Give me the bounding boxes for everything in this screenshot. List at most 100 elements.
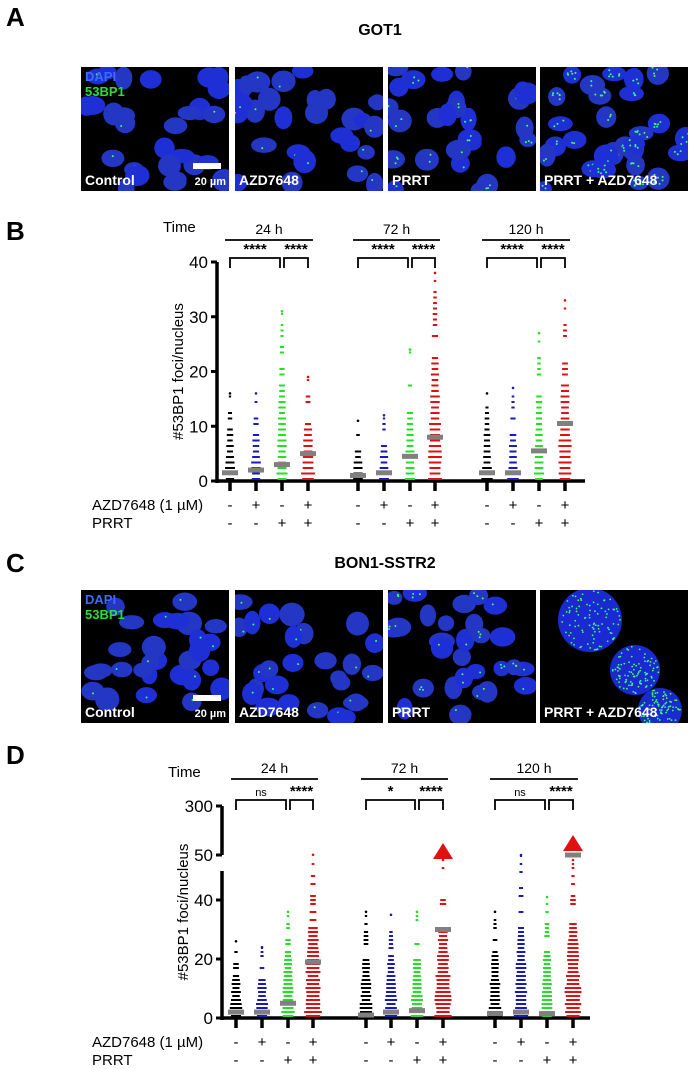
- svg-text:+: +: [304, 497, 313, 514]
- svg-text:****: ****: [243, 241, 267, 258]
- svg-text:+: +: [304, 515, 313, 532]
- svg-text:72 h: 72 h: [391, 760, 418, 776]
- svg-text:+: +: [278, 515, 287, 532]
- svg-text:+: +: [387, 1034, 396, 1051]
- svg-text:Time: Time: [168, 764, 201, 781]
- scale-bar-label: 20 µm: [194, 708, 226, 720]
- svg-text:-: -: [545, 1034, 550, 1051]
- svg-text:****: ****: [371, 241, 395, 258]
- svg-text:#53BP1 foci/nucleus: #53BP1 foci/nucleus: [170, 303, 187, 440]
- condition-label: Control: [85, 172, 135, 188]
- svg-text:72 h: 72 h: [383, 221, 410, 237]
- svg-text:120 h: 120 h: [516, 760, 551, 776]
- svg-text:40: 40: [194, 891, 213, 910]
- svg-text:-: -: [234, 1034, 239, 1051]
- svg-text:120 h: 120 h: [508, 221, 543, 237]
- svg-text:****: ****: [541, 241, 565, 258]
- micrograph-prrt: PRRT: [388, 67, 536, 191]
- svg-text:24 h: 24 h: [261, 760, 288, 776]
- condition-label: AZD7648: [239, 172, 299, 188]
- svg-text:#53BP1 foci/nucleus: #53BP1 foci/nucleus: [175, 844, 192, 981]
- svg-text:-: -: [415, 1034, 420, 1051]
- svg-text:PRRT: PRRT: [92, 515, 133, 532]
- svg-text:****: ****: [549, 783, 573, 800]
- svg-text:****: ****: [419, 783, 443, 800]
- svg-text:AZD7648 (1 µM): AZD7648 (1 µM): [92, 497, 203, 514]
- panel-label-d: D: [6, 740, 25, 770]
- svg-text:+: +: [569, 1052, 578, 1069]
- svg-text:-: -: [493, 1052, 498, 1069]
- condition-label: PRRT + AZD7648: [544, 172, 658, 188]
- svg-text:+: +: [413, 1052, 422, 1069]
- svg-text:-: -: [408, 497, 413, 514]
- micrograph-prrt-azd7648: PRRT + AZD7648: [540, 67, 688, 191]
- svg-text:+: +: [406, 515, 415, 532]
- scale-bar-label: 20 µm: [194, 176, 226, 188]
- panel-a-title: GOT1: [358, 22, 402, 39]
- svg-text:0: 0: [199, 472, 208, 491]
- panel-label-c: C: [6, 548, 25, 578]
- svg-text:24 h: 24 h: [255, 221, 282, 237]
- condition-label: PRRT: [392, 172, 431, 188]
- micrograph-prrt: PRRT: [388, 590, 536, 723]
- micrograph-azd7648: AZD7648: [235, 67, 383, 191]
- svg-text:-: -: [280, 497, 285, 514]
- svg-text:-: -: [234, 1052, 239, 1069]
- panel-label-a: A: [6, 2, 25, 32]
- svg-text:20: 20: [189, 363, 208, 382]
- chart-got1-foci: 0 10 20 30 40 #53BP1 foci/nucleus Time AZD7648 …: [92, 219, 585, 532]
- svg-text:+: +: [535, 515, 544, 532]
- svg-text:-: -: [228, 515, 233, 532]
- svg-text:+: +: [517, 1034, 526, 1051]
- svg-text:50: 50: [194, 846, 213, 865]
- svg-text:ns: ns: [514, 787, 526, 799]
- svg-text:+: +: [569, 1034, 578, 1051]
- svg-text:-: -: [364, 1034, 369, 1051]
- svg-text:+: +: [258, 1034, 267, 1051]
- svg-text:+: +: [431, 515, 440, 532]
- svg-text:-: -: [228, 497, 233, 514]
- svg-text:-: -: [356, 515, 361, 532]
- condition-label: PRRT: [392, 704, 431, 720]
- svg-text:-: -: [286, 1034, 291, 1051]
- svg-text:+: +: [561, 497, 570, 514]
- svg-text:+: +: [284, 1052, 293, 1069]
- svg-text:+: +: [543, 1052, 552, 1069]
- svg-text:-: -: [485, 515, 490, 532]
- svg-text:+: +: [439, 1034, 448, 1051]
- svg-text:30: 30: [189, 308, 208, 327]
- svg-text:300: 300: [185, 797, 213, 816]
- panel-label-b: B: [6, 216, 25, 246]
- svg-text:ns: ns: [255, 787, 267, 799]
- svg-text:****: ****: [500, 241, 524, 258]
- svg-text:-: -: [260, 1052, 265, 1069]
- legend-53bp1: 53BP1: [85, 607, 125, 622]
- svg-text:-: -: [364, 1052, 369, 1069]
- legend-53bp1: 53BP1: [85, 84, 125, 99]
- svg-text:+: +: [509, 497, 518, 514]
- svg-text:-: -: [389, 1052, 394, 1069]
- micrograph-control: DAPI 53BP1 20 µm Control: [81, 67, 229, 191]
- micrograph-control: DAPI 53BP1 20 µm Control: [81, 590, 229, 723]
- svg-text:+: +: [252, 497, 261, 514]
- svg-text:+: +: [309, 1034, 318, 1051]
- scale-bar: [193, 163, 221, 169]
- svg-text:****: ****: [284, 241, 308, 258]
- svg-text:10: 10: [189, 417, 208, 436]
- svg-text:40: 40: [189, 253, 208, 272]
- svg-text:*: *: [388, 783, 394, 800]
- svg-text:-: -: [485, 497, 490, 514]
- condition-label: AZD7648: [239, 704, 299, 720]
- svg-text:Time: Time: [163, 219, 196, 236]
- scale-bar: [193, 695, 221, 701]
- legend-dapi: DAPI: [85, 592, 117, 607]
- panel-c-title: BON1-SSTR2: [334, 555, 436, 572]
- svg-text:0: 0: [204, 1009, 213, 1028]
- svg-text:-: -: [382, 515, 387, 532]
- svg-text:AZD7648 (1 µM): AZD7648 (1 µM): [92, 1034, 203, 1051]
- svg-text:-: -: [519, 1052, 524, 1069]
- svg-text:+: +: [439, 1052, 448, 1069]
- condition-label: PRRT + AZD7648: [544, 704, 658, 720]
- svg-text:-: -: [356, 497, 361, 514]
